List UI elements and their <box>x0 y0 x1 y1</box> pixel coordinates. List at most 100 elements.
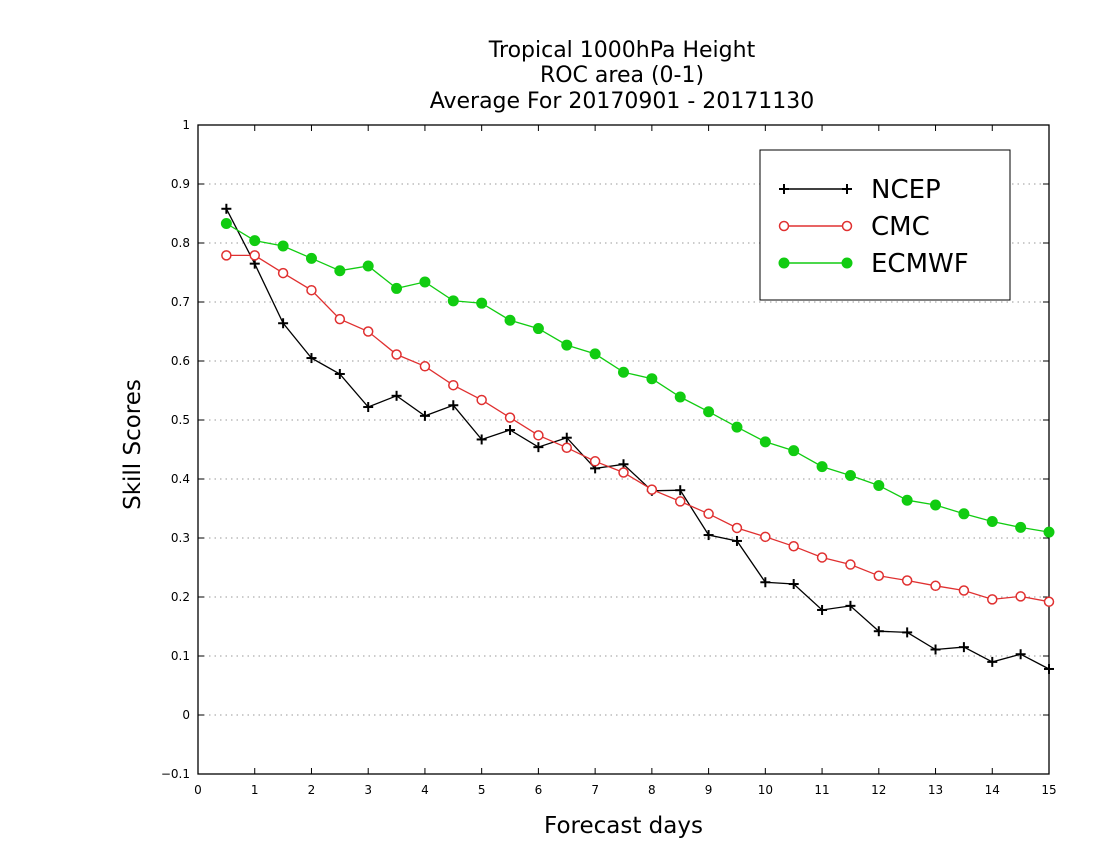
data-point-ncep <box>221 203 232 214</box>
y-tick-label: 0.9 <box>171 177 190 191</box>
data-point-cmc <box>703 508 714 520</box>
data-point-ecmwf <box>447 295 459 307</box>
data-point-cmc <box>277 267 289 279</box>
title-line-3: Average For 20170901 - 20171130 <box>430 89 815 114</box>
data-point-ncep <box>505 425 516 436</box>
legend-item-cmc: CMC <box>778 212 930 242</box>
data-point-ecmwf <box>646 373 658 385</box>
data-point-cmc <box>618 467 629 478</box>
data-point-cmc <box>788 541 799 552</box>
y-tick-label: 1 <box>182 118 190 132</box>
data-point-cmc <box>1043 596 1055 607</box>
legend-marker <box>841 257 853 269</box>
data-point-cmc <box>533 430 544 441</box>
x-tick-label: 11 <box>814 783 829 797</box>
title-line-1: Tropical 1000hPa Height <box>488 38 756 63</box>
x-tick-label: 2 <box>308 783 316 797</box>
data-point-ncep <box>1015 649 1026 660</box>
title-line-2: ROC area (0-1) <box>540 63 704 88</box>
legend-item-ecmwf: ECMWF <box>778 249 969 279</box>
x-tick-label: 10 <box>758 783 773 797</box>
data-point-ecmwf <box>731 421 743 433</box>
data-point-ncep <box>334 368 345 379</box>
series-line-cmc <box>226 254 1050 603</box>
series-layer <box>220 203 1055 674</box>
y-tick-label: 0.6 <box>171 354 190 368</box>
legend-marker <box>778 257 790 269</box>
data-point-ecmwf <box>1015 521 1027 533</box>
data-point-ecmwf <box>844 469 856 481</box>
x-tick-label: 14 <box>985 783 1000 797</box>
plot-frame <box>197 124 1050 775</box>
data-point-ecmwf <box>561 339 573 351</box>
data-point-ecmwf <box>788 445 800 457</box>
legend-marker <box>842 184 852 194</box>
data-point-cmc <box>646 484 658 495</box>
data-point-ecmwf <box>362 260 374 272</box>
y-tick-label: 0.2 <box>171 590 190 604</box>
data-point-ecmwf <box>703 406 715 418</box>
data-point-ecmwf <box>504 314 516 326</box>
data-point-ncep <box>363 402 374 413</box>
data-point-ncep <box>873 626 884 637</box>
legend-marker <box>778 220 790 232</box>
data-point-ecmwf <box>901 494 913 506</box>
data-point-ncep <box>675 485 686 496</box>
x-tick-label: 8 <box>648 783 656 797</box>
data-point-ecmwf <box>391 282 403 294</box>
data-point-ncep <box>476 434 487 445</box>
data-point-ncep <box>760 577 771 588</box>
y-tick-label: −0.1 <box>161 767 190 781</box>
data-point-ncep <box>845 600 856 611</box>
data-point-cmc <box>987 594 998 605</box>
legend-item-ncep: NCEP <box>779 175 941 205</box>
data-point-ncep <box>391 390 402 401</box>
data-point-ecmwf <box>277 240 289 252</box>
data-point-cmc <box>476 394 487 406</box>
data-point-cmc <box>334 313 346 325</box>
data-point-ecmwf <box>334 265 346 277</box>
data-point-cmc <box>816 552 828 563</box>
data-point-ncep <box>448 400 459 411</box>
data-point-ecmwf <box>249 235 261 247</box>
data-point-cmc <box>448 379 459 391</box>
data-point-cmc <box>362 326 374 337</box>
legend-label-ecmwf: ECMWF <box>871 249 969 279</box>
data-point-cmc <box>249 250 260 261</box>
x-axis-label: Forecast days <box>544 813 703 839</box>
data-point-ecmwf <box>674 391 686 403</box>
data-point-cmc <box>419 361 431 372</box>
data-point-cmc <box>1015 591 1026 602</box>
data-point-ecmwf <box>419 276 431 288</box>
data-point-ncep <box>419 410 430 421</box>
x-tick-label: 15 <box>1041 783 1056 797</box>
legend-label-ncep: NCEP <box>871 175 941 205</box>
data-point-ncep <box>817 604 828 615</box>
legend-marker <box>841 220 853 232</box>
data-point-ecmwf <box>816 461 828 473</box>
data-point-cmc <box>674 496 686 507</box>
data-point-cmc <box>589 456 601 467</box>
data-point-ncep <box>788 579 799 590</box>
data-point-ncep <box>703 530 714 541</box>
data-point-ecmwf <box>958 508 970 520</box>
data-point-ncep <box>731 535 742 546</box>
data-point-ecmwf <box>532 323 544 335</box>
data-point-ncep <box>958 642 969 653</box>
data-point-cmc <box>561 442 573 453</box>
data-point-cmc <box>845 559 856 570</box>
data-point-ecmwf <box>1043 526 1055 538</box>
legend: NCEP CMC ECMWF <box>759 149 1011 301</box>
legend-box <box>759 149 1011 301</box>
series-ecmwf <box>220 218 1055 538</box>
y-tick-label: 0.8 <box>171 236 190 250</box>
legend-marker <box>779 184 789 194</box>
x-tick-label: 5 <box>478 783 486 797</box>
x-tick-label: 1 <box>251 783 259 797</box>
data-point-ecmwf <box>220 218 232 230</box>
data-point-ncep <box>930 644 941 655</box>
data-point-cmc <box>731 522 743 534</box>
x-tick-label: 9 <box>705 783 713 797</box>
data-point-ncep <box>306 353 317 364</box>
